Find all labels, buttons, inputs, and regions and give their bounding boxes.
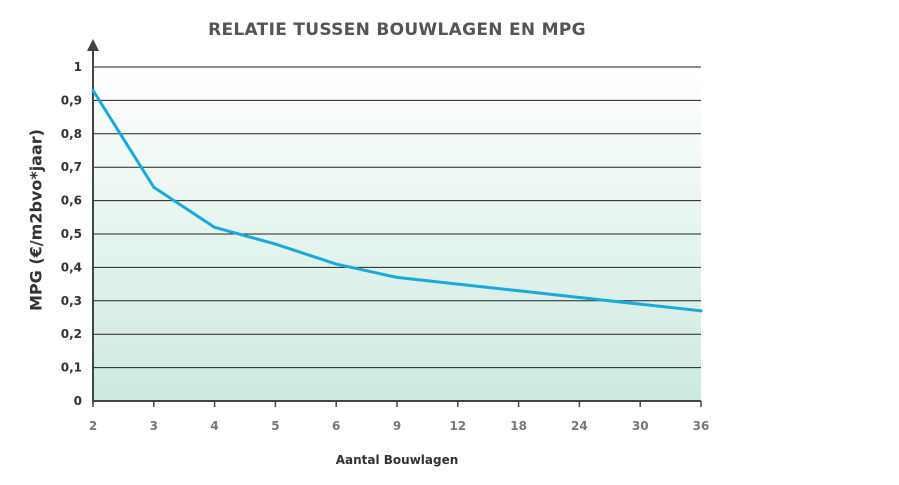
y-tick-label: 0,3	[61, 294, 82, 308]
y-tick-label: 0,4	[61, 260, 82, 274]
data-point	[213, 225, 217, 229]
data-point	[699, 309, 703, 313]
data-point	[91, 88, 95, 92]
data-point	[395, 275, 399, 279]
y-tick-label: 0,9	[61, 93, 82, 107]
x-tick-label: 24	[571, 419, 588, 433]
y-tick-label: 0	[74, 394, 82, 408]
x-tick-label: 18	[510, 419, 527, 433]
x-axis-label: Aantal Bouwlagen	[335, 453, 459, 467]
y-tick-label: 0,8	[61, 127, 82, 141]
data-point	[517, 289, 521, 293]
x-tick-label: 4	[210, 419, 218, 433]
x-tick-label: 2	[89, 419, 97, 433]
y-tick-label: 0,2	[61, 327, 82, 341]
data-point	[456, 282, 460, 286]
chart-title: RELATIE TUSSEN BOUWLAGEN EN MPG	[208, 20, 586, 40]
x-tick-label: 30	[632, 419, 649, 433]
y-tick-label: 0,5	[61, 227, 82, 241]
data-point	[273, 242, 277, 246]
data-point	[152, 185, 156, 189]
data-point	[577, 295, 581, 299]
x-tick-label: 3	[150, 419, 158, 433]
y-tick-label: 0,6	[61, 194, 82, 208]
y-tick-label: 0,7	[61, 160, 82, 174]
data-point	[638, 302, 642, 306]
y-axis-arrow-icon	[87, 39, 99, 51]
data-point	[334, 262, 338, 266]
x-tick-label: 36	[693, 419, 710, 433]
x-tick-label: 12	[449, 419, 466, 433]
x-tick-label: 9	[393, 419, 401, 433]
x-tick-label: 6	[332, 419, 340, 433]
y-tick-label: 0,1	[61, 361, 82, 375]
y-tick-label: 1	[74, 60, 82, 74]
x-tick-label: 5	[271, 419, 279, 433]
